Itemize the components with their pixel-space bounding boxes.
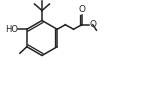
Text: HO: HO (5, 25, 18, 34)
Text: O: O (78, 5, 85, 14)
Text: O: O (89, 20, 96, 29)
